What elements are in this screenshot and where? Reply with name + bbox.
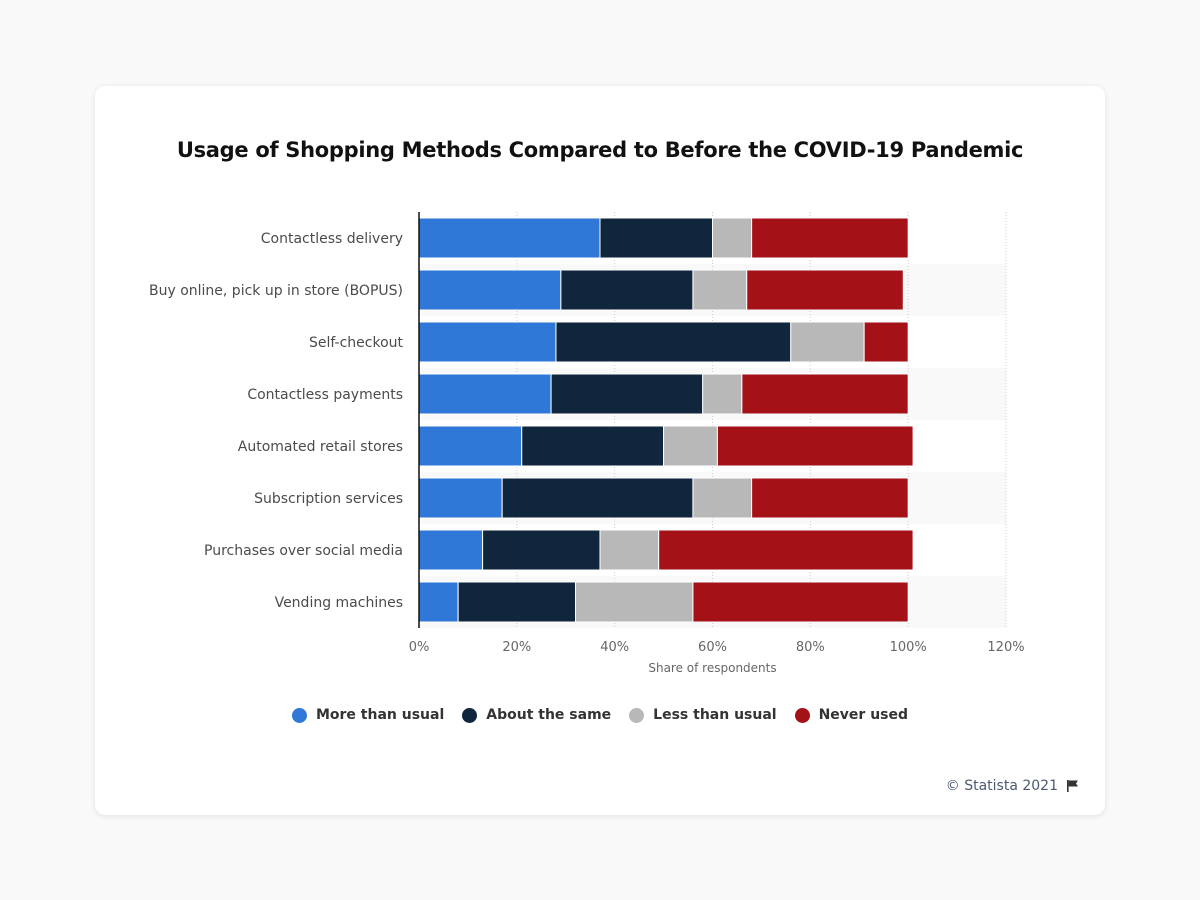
bar-segment bbox=[702, 373, 743, 415]
bar-segment bbox=[692, 581, 909, 623]
legend-item[interactable]: About the same bbox=[462, 707, 611, 723]
bar-segment bbox=[457, 581, 577, 623]
legend-item[interactable]: Less than usual bbox=[629, 707, 777, 723]
bar-segment bbox=[418, 321, 557, 363]
x-tick-label: 60% bbox=[698, 640, 727, 655]
category-label: Subscription services bbox=[254, 491, 403, 507]
bar-segment bbox=[746, 269, 904, 311]
x-tick-label: 120% bbox=[987, 640, 1024, 655]
bar-segment bbox=[418, 529, 484, 571]
category-label: Buy online, pick up in store (BOPUS) bbox=[149, 283, 403, 299]
bar-segment bbox=[482, 529, 601, 571]
bar-segment bbox=[716, 425, 914, 467]
bar-segment bbox=[418, 477, 503, 519]
legend-item[interactable]: Never used bbox=[794, 707, 909, 723]
legend-label: Never used bbox=[818, 707, 909, 723]
bar-segment bbox=[418, 425, 523, 467]
bar-segment bbox=[418, 373, 552, 415]
x-tick-label: 20% bbox=[502, 640, 531, 655]
bar-segment bbox=[501, 477, 694, 519]
copyright-text[interactable]: © Statista 2021 bbox=[945, 778, 1058, 794]
bar-segment bbox=[863, 321, 909, 363]
legend-swatch bbox=[794, 707, 810, 723]
bar-segment bbox=[575, 581, 694, 623]
category-label: Purchases over social media bbox=[204, 543, 403, 559]
footer: © Statista 2021 bbox=[946, 778, 1080, 794]
category-label: Automated retail stores bbox=[238, 439, 403, 455]
bar-segment bbox=[418, 269, 562, 311]
bar-segment bbox=[692, 477, 753, 519]
bar-segment bbox=[712, 217, 753, 259]
x-tick-label: 80% bbox=[796, 640, 825, 655]
legend: More than usual About the same Less than u… bbox=[0, 707, 1200, 723]
category-label: Vending machines bbox=[275, 595, 403, 611]
legend-label: Less than usual bbox=[653, 707, 777, 723]
flag-icon[interactable] bbox=[1066, 779, 1080, 793]
bar-segment bbox=[560, 269, 694, 311]
bar-segment bbox=[751, 217, 909, 259]
bar-segment bbox=[663, 425, 718, 467]
bar-segment bbox=[418, 217, 601, 259]
bar-segment bbox=[521, 425, 665, 467]
category-label: Contactless delivery bbox=[261, 231, 403, 247]
x-axis-title: Share of respondents bbox=[648, 661, 776, 675]
x-tick-label: 40% bbox=[600, 640, 629, 655]
category-label: Contactless payments bbox=[247, 387, 403, 403]
legend-label: About the same bbox=[486, 707, 612, 723]
category-label: Self-checkout bbox=[309, 335, 404, 351]
bar-segment bbox=[741, 373, 909, 415]
bar-segment bbox=[751, 477, 909, 519]
bar-segment bbox=[658, 529, 914, 571]
legend-label: More than usual bbox=[315, 707, 445, 723]
bar-segment bbox=[790, 321, 865, 363]
bar-segment bbox=[418, 581, 459, 623]
bar-segment bbox=[599, 217, 713, 259]
legend-item[interactable]: More than usual bbox=[291, 707, 445, 723]
bar-segment bbox=[555, 321, 792, 363]
legend-swatch bbox=[462, 707, 478, 723]
legend-swatch bbox=[629, 707, 645, 723]
bar-segment bbox=[599, 529, 660, 571]
legend-swatch bbox=[291, 707, 307, 723]
x-tick-label: 0% bbox=[409, 640, 430, 655]
bar-segment bbox=[692, 269, 748, 311]
bar-segment bbox=[550, 373, 704, 415]
x-tick-label: 100% bbox=[890, 640, 927, 655]
chart-title: Usage of Shopping Methods Compared to Be… bbox=[176, 138, 1024, 162]
